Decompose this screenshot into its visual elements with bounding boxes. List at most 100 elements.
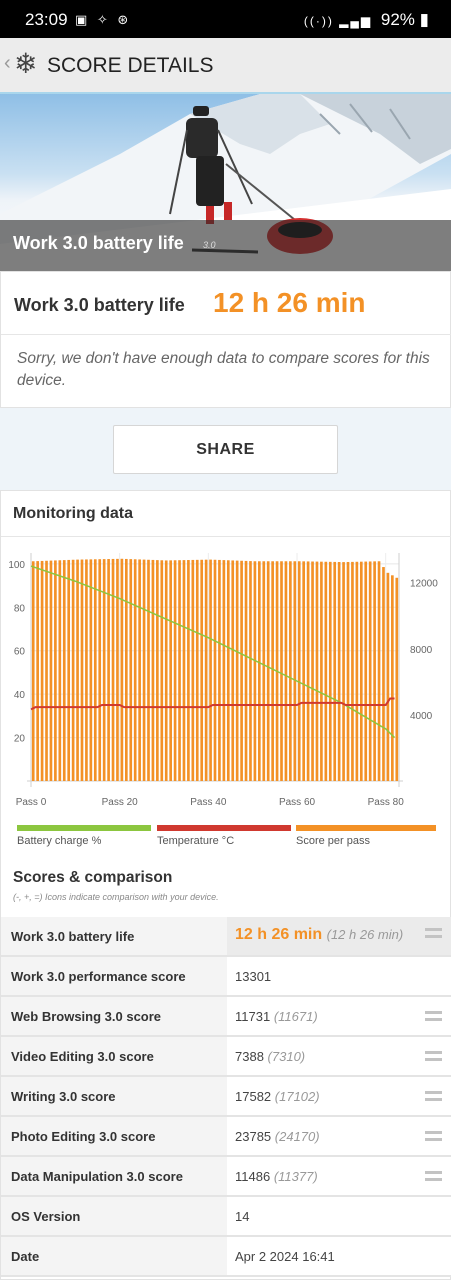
score-bar	[142, 559, 146, 781]
table-row[interactable]: Data Manipulation 3.0 score 11486 (11377…	[1, 1157, 451, 1197]
table-row[interactable]: Photo Editing 3.0 score 23785 (24170)	[1, 1117, 451, 1157]
row-value: Apr 2 2024 16:41	[235, 1249, 335, 1264]
row-value: 23785 (24170)	[235, 1129, 320, 1144]
row-label: Web Browsing 3.0 score	[11, 1009, 162, 1024]
share-button[interactable]: SHARE	[113, 425, 338, 474]
row-label: Work 3.0 performance score	[11, 969, 186, 984]
score-bar	[147, 559, 150, 781]
divider	[1, 536, 451, 537]
score-bar	[328, 561, 332, 781]
score-bar	[271, 561, 274, 781]
status-time: 23:09	[25, 10, 68, 29]
row-value-cell: 11731 (11671)	[227, 997, 451, 1035]
row-value-cell: 13301	[227, 957, 451, 995]
row-value-cell: 7388 (7310)	[227, 1037, 451, 1075]
score-bar	[89, 559, 93, 781]
table-row[interactable]: Work 3.0 performance score 13301	[1, 957, 451, 997]
score-bar	[138, 559, 141, 781]
y-left-tick-label: 100	[8, 560, 25, 571]
score-bar	[337, 562, 341, 781]
monitoring-chart: 20 40 60 80 100 4000 8000 12000 Pass 0 Pass 20 Pas…	[8, 553, 438, 808]
result-label: Work 3.0 battery life	[14, 295, 185, 315]
legend-temperature-label: Temperature °C	[157, 835, 235, 847]
y-left-tick-label: 60	[14, 647, 26, 658]
score-bar	[178, 560, 181, 781]
score-bar	[342, 562, 345, 781]
row-value-cell: 14	[227, 1197, 451, 1235]
scores-table: Work 3.0 battery life 12 h 26 min (12 h …	[1, 917, 451, 1277]
equal-icon	[425, 1011, 442, 1021]
score-bar	[76, 559, 79, 781]
table-row[interactable]: Work 3.0 battery life 12 h 26 min (12 h …	[1, 917, 451, 957]
row-value-cell: 17582 (17102)	[227, 1077, 451, 1115]
score-bar	[45, 560, 48, 781]
y-right-tick-label: 4000	[410, 711, 433, 722]
score-bar	[133, 559, 137, 781]
row-value: 11486 (11377)	[235, 1169, 318, 1184]
legend-temperature-swatch	[157, 825, 291, 831]
signal-icon: ((·)) ▂▄▆	[303, 14, 373, 28]
score-bar	[240, 560, 243, 781]
score-bar	[164, 560, 168, 781]
score-bar	[80, 559, 84, 781]
row-value: 11731 (11671)	[235, 1009, 318, 1024]
row-label: Work 3.0 battery life	[11, 929, 135, 944]
table-row[interactable]: Web Browsing 3.0 score 11731 (11671)	[1, 997, 451, 1037]
score-bar	[111, 558, 115, 781]
score-bar	[359, 561, 363, 781]
row-label: Date	[11, 1249, 40, 1264]
hero-title: Work 3.0 battery life	[13, 233, 184, 253]
table-row[interactable]: OS Version 14	[1, 1197, 451, 1237]
app-bar: ‹ ❄ SCORE DETAILS	[0, 38, 451, 94]
score-bar	[333, 561, 337, 781]
legend-score-swatch	[296, 825, 436, 831]
score-bar	[98, 559, 102, 781]
row-value: 14	[235, 1209, 250, 1224]
row-label: Photo Editing 3.0 score	[11, 1129, 156, 1144]
score-bar	[204, 559, 208, 781]
legend-battery: Battery charge %	[17, 825, 151, 855]
score-bar	[222, 560, 226, 781]
legend-score: Score per pass	[296, 825, 436, 855]
score-bar	[49, 560, 53, 781]
snowflake-logo-icon[interactable]: ❄	[14, 48, 38, 79]
score-bar	[54, 560, 57, 781]
row-value: 7388 (7310)	[235, 1049, 306, 1064]
score-bar	[36, 561, 39, 781]
back-icon[interactable]: ‹	[4, 52, 11, 74]
battery-icon: ▮	[419, 10, 429, 29]
score-bar	[324, 561, 328, 781]
score-bar	[169, 560, 172, 781]
row-value-cell: 11486 (11377)	[227, 1157, 451, 1195]
score-bar	[231, 560, 235, 781]
y-right-tick-label: 12000	[410, 579, 438, 590]
score-bar	[93, 559, 97, 781]
table-row[interactable]: Writing 3.0 score 17582 (17102)	[1, 1077, 451, 1117]
y-left-tick-label: 40	[14, 690, 26, 701]
equal-icon	[425, 928, 442, 938]
row-label: OS Version	[11, 1209, 81, 1224]
score-bar	[315, 561, 319, 781]
y-left-tick-label: 20	[14, 734, 26, 745]
score-bar	[187, 560, 190, 781]
row-value: 12 h 26 min (12 h 26 min)	[235, 926, 404, 943]
score-bar	[151, 559, 155, 781]
table-row[interactable]: Video Editing 3.0 score 7388 (7310)	[1, 1037, 451, 1077]
score-bar	[253, 561, 257, 781]
score-bar	[85, 559, 88, 781]
score-bar	[377, 561, 381, 781]
x-tick-label: Pass 80	[368, 797, 405, 808]
score-bar	[120, 558, 124, 781]
temperature-line	[30, 697, 395, 711]
status-bar: 23:09 ▣ ✧ ⊛ ((·)) ▂▄▆ 92% ▮	[0, 0, 451, 38]
score-bar	[391, 575, 394, 781]
row-label: Video Editing 3.0 score	[11, 1049, 154, 1064]
battery-line	[30, 565, 396, 739]
score-bar	[258, 561, 261, 781]
table-row[interactable]: Date Apr 2 2024 16:41	[1, 1237, 451, 1277]
row-value-cell: 12 h 26 min (12 h 26 min)	[227, 917, 451, 955]
legend-battery-swatch	[17, 825, 151, 831]
score-bar	[293, 561, 297, 781]
score-bar	[58, 560, 62, 781]
score-bar	[116, 558, 119, 781]
